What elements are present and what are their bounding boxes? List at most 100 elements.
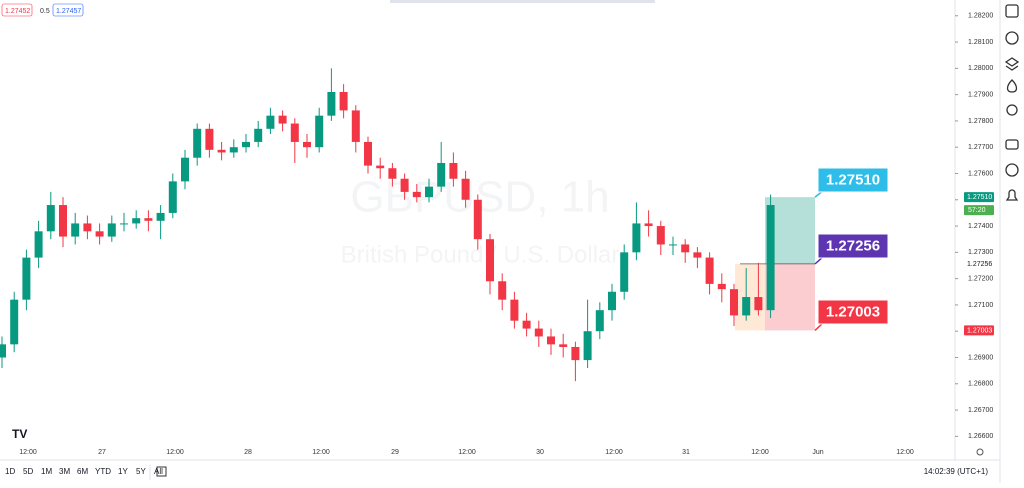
candle-body xyxy=(571,346,580,361)
y-tick-label: 1.26800 xyxy=(968,381,993,388)
callout-box xyxy=(817,167,889,193)
x-tick-label: 12:00 xyxy=(605,449,623,456)
candle-body xyxy=(193,128,202,158)
candle-body xyxy=(730,289,738,316)
icon[interactable] xyxy=(1006,104,1018,116)
candle-body xyxy=(46,205,55,232)
top-bar xyxy=(390,0,655,3)
candle-body xyxy=(608,291,616,311)
range-button[interactable]: 3M xyxy=(59,467,70,476)
candle-body xyxy=(583,331,592,361)
candle-body xyxy=(83,223,92,232)
candle-body xyxy=(595,310,604,332)
icon[interactable] xyxy=(1005,163,1019,177)
x-tick-label: 12:00 xyxy=(166,449,184,456)
candle-body xyxy=(656,226,665,245)
candle-body xyxy=(388,168,397,179)
x-tick-label: Jun xyxy=(812,449,823,456)
icon[interactable] xyxy=(1005,139,1019,150)
logo: TV xyxy=(12,427,27,441)
calendar-icon[interactable] xyxy=(156,466,167,477)
candle-body xyxy=(547,336,555,345)
y-tick-label: 1.27600 xyxy=(968,170,993,177)
callout-label: 1.27256 xyxy=(826,237,880,254)
candle-body xyxy=(59,205,67,237)
y-tick-label: 1.26900 xyxy=(968,354,993,361)
candle-body xyxy=(217,149,226,153)
callout-label: 1.27510 xyxy=(826,171,880,188)
candle-body xyxy=(107,223,116,237)
range-button[interactable]: 6M xyxy=(77,467,88,476)
candle-body xyxy=(717,283,726,290)
candle-body xyxy=(229,147,238,153)
candle-body xyxy=(205,128,214,150)
candle-body xyxy=(437,162,446,187)
candle-body xyxy=(681,244,690,253)
x-tick-label: 30 xyxy=(536,449,544,456)
candle-body xyxy=(644,223,653,227)
legend-box xyxy=(1,3,33,17)
candle-body xyxy=(705,257,714,284)
y-tick-label: 1.27100 xyxy=(968,302,993,309)
x-tick-label: 12:00 xyxy=(458,449,476,456)
candle-body xyxy=(0,344,6,358)
candle-body xyxy=(181,157,189,182)
candle-body xyxy=(168,181,177,213)
candle-body xyxy=(266,115,275,129)
x-tick-label: 12:00 xyxy=(19,449,37,456)
candle-body xyxy=(534,328,543,337)
y-tick-label: 1.28100 xyxy=(968,39,993,46)
callout-box xyxy=(817,233,889,259)
candle-body xyxy=(95,231,104,237)
icon[interactable] xyxy=(1006,79,1018,93)
candle-body xyxy=(766,205,775,311)
range-button[interactable]: All xyxy=(154,467,163,476)
icon[interactable] xyxy=(1005,31,1019,45)
candle-body xyxy=(120,223,128,225)
y-tick-label: 1.27700 xyxy=(968,144,993,151)
price-tag xyxy=(964,325,994,336)
callout-label: 1.27003 xyxy=(826,303,880,320)
range-button[interactable]: YTD xyxy=(95,467,111,476)
y-tick-label: 1.27400 xyxy=(968,223,993,230)
candle-body xyxy=(522,320,531,329)
candle-body xyxy=(34,231,43,258)
candle-body xyxy=(486,239,494,282)
callout-box xyxy=(817,299,889,325)
range-button[interactable]: 5D xyxy=(23,467,33,476)
candle-body xyxy=(242,141,250,148)
x-tick-label: 12:00 xyxy=(751,449,769,456)
candle-body xyxy=(742,297,751,316)
y-tick-label: 1.28200 xyxy=(968,13,993,20)
candle-body xyxy=(693,252,702,258)
candle-body xyxy=(559,344,568,347)
y-tick-label: 1.27300 xyxy=(968,249,993,256)
icon[interactable] xyxy=(1005,4,1019,18)
settings-icon[interactable] xyxy=(976,448,984,456)
range-button[interactable]: 1Y xyxy=(118,467,128,476)
range-button[interactable]: 5Y xyxy=(136,467,146,476)
candle-body xyxy=(473,199,482,240)
candle-body xyxy=(449,162,458,179)
sidebar-icons xyxy=(1004,4,1020,201)
candle-body xyxy=(10,299,19,345)
icon[interactable] xyxy=(1005,189,1019,201)
y-tick-label: 1.27800 xyxy=(968,118,993,125)
y-tick-label: 1.26600 xyxy=(968,433,993,440)
y-tick-label: 1.26700 xyxy=(968,407,993,414)
y-tick-label: 1.28000 xyxy=(968,65,993,72)
candle-body xyxy=(669,244,677,246)
x-tick-label: 29 xyxy=(391,449,399,456)
icon[interactable] xyxy=(1004,57,1020,71)
range-button[interactable]: 1D xyxy=(5,467,15,476)
candle-body xyxy=(132,218,141,224)
watermark-subtitle: British Pound / U.S. Dollar xyxy=(341,241,620,268)
legend-value: 0.5 xyxy=(40,8,50,15)
range-button[interactable]: 1M xyxy=(41,467,52,476)
candle-body xyxy=(327,92,336,116)
candle-body xyxy=(254,128,263,142)
candle-body xyxy=(339,92,348,111)
candle-body xyxy=(303,141,311,148)
legend-value: 1.27452 xyxy=(5,8,30,15)
